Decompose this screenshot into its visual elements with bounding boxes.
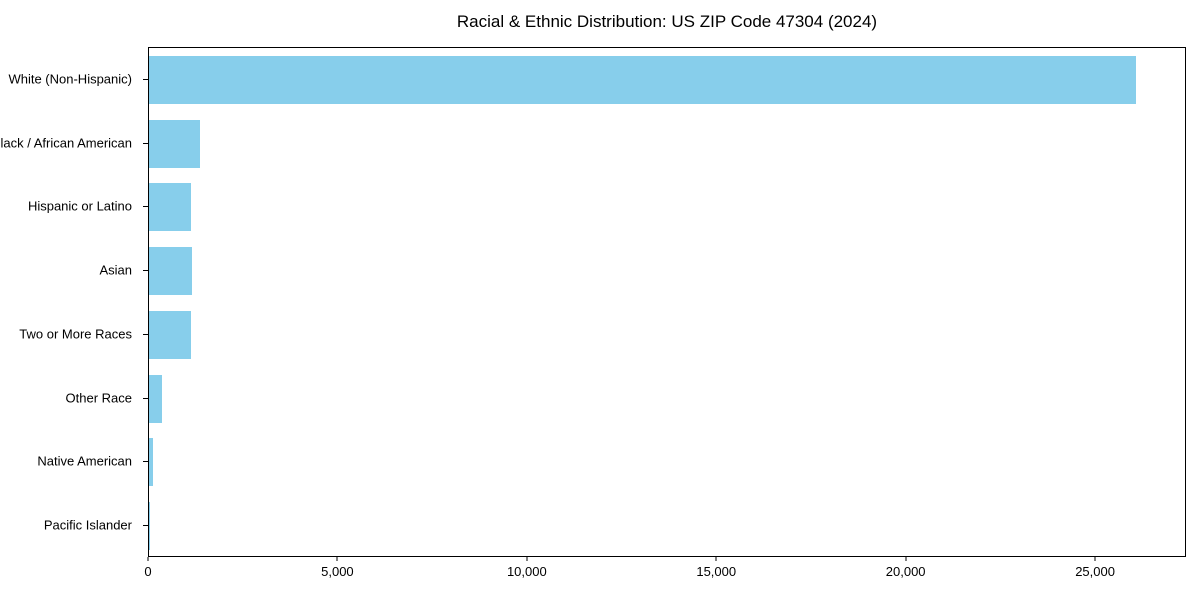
bar: [149, 374, 163, 423]
y-tick-mark: [143, 270, 148, 272]
bar: [149, 183, 191, 232]
y-tick-mark: [143, 461, 148, 463]
category-label: Other Race: [65, 390, 132, 406]
plot-area: [148, 47, 1186, 557]
category-label: Asian: [99, 262, 132, 278]
x-tick-label: 20,000: [885, 564, 926, 579]
x-tick-mark: [147, 557, 149, 561]
category-label: Black / African American: [0, 135, 132, 151]
x-tick-mark: [526, 557, 528, 561]
chart-title: Racial & Ethnic Distribution: US ZIP Cod…: [456, 12, 878, 31]
x-tick-label: 0: [144, 564, 152, 579]
x-tick-mark: [1094, 557, 1096, 561]
bar: [149, 247, 193, 296]
category-label: White (Non-Hispanic): [8, 71, 132, 87]
x-tick-label: 5,000: [321, 564, 354, 579]
category-label: Native American: [37, 453, 132, 469]
x-tick-mark: [336, 557, 338, 561]
bar: [149, 55, 1136, 104]
y-tick-mark: [143, 78, 148, 80]
y-tick-mark: [143, 206, 148, 208]
y-tick-mark: [143, 142, 148, 144]
y-tick-mark: [143, 525, 148, 527]
x-tick-mark: [715, 557, 717, 561]
bar: [149, 119, 201, 168]
x-tick-label: 25,000: [1075, 564, 1115, 579]
x-tick-label: 10,000: [506, 564, 547, 579]
x-tick-label: 15,000: [696, 564, 737, 579]
category-label: Pacific Islander: [43, 517, 132, 533]
x-axis: 0 5,000 10,000 15,000 20,000 25,000: [144, 557, 1186, 597]
y-tick-mark: [143, 333, 148, 335]
bar: [149, 438, 154, 487]
y-tick-mark: [143, 397, 148, 399]
category-label: Hispanic or Latino: [27, 198, 132, 214]
bar: [149, 310, 191, 359]
x-tick-mark: [905, 557, 907, 561]
category-label: Two or More Races: [19, 326, 132, 342]
y-axis-labels: White (Non-Hispanic) Black / African Amer…: [0, 47, 140, 557]
